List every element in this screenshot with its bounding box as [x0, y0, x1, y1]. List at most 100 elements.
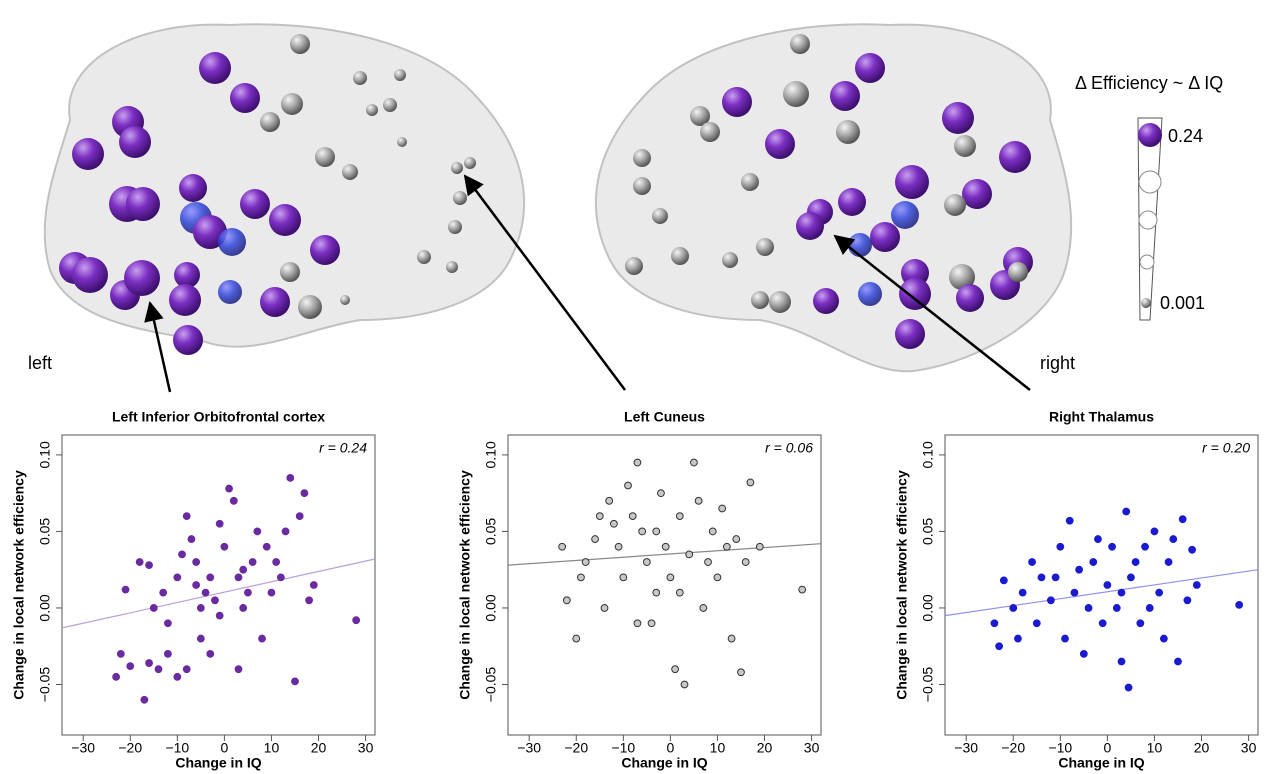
right-brain	[594, 23, 1073, 373]
brain-node	[671, 247, 689, 265]
brain-node	[858, 282, 882, 306]
point	[1164, 558, 1173, 566]
point	[1037, 573, 1046, 582]
point	[1141, 542, 1149, 551]
brain-node	[949, 264, 975, 290]
point	[182, 665, 191, 674]
y-tick-label: −0.05	[37, 667, 53, 703]
arrow	[833, 234, 1031, 391]
point	[272, 558, 281, 566]
trend-line	[944, 569, 1259, 617]
point	[192, 558, 201, 566]
brain-node	[173, 325, 203, 355]
legend-node	[1138, 210, 1158, 230]
y-axis-label: Change in local network efficiency	[894, 470, 910, 700]
brain-node	[722, 252, 738, 268]
point	[737, 668, 745, 677]
point	[239, 565, 248, 574]
point	[201, 588, 210, 597]
point	[699, 604, 708, 612]
point	[291, 677, 299, 686]
brain-node	[453, 191, 467, 205]
point	[1094, 535, 1102, 543]
plot-frame	[507, 434, 822, 736]
brain-node	[340, 295, 350, 305]
point	[995, 642, 1004, 651]
point	[652, 588, 661, 597]
point	[1018, 588, 1027, 597]
brain-node	[633, 177, 651, 195]
brain-node	[942, 102, 974, 134]
brain-node	[269, 204, 301, 236]
brain-node	[899, 278, 931, 310]
point	[164, 619, 172, 628]
brain-node	[838, 188, 866, 216]
point	[614, 542, 623, 551]
point	[628, 512, 637, 521]
brain-node	[199, 52, 231, 84]
point	[300, 489, 309, 498]
x-tick-label: −30	[517, 740, 541, 756]
point	[145, 561, 153, 570]
brain-node	[783, 81, 809, 107]
point	[1061, 634, 1069, 643]
brain-node	[891, 201, 919, 229]
brain-node	[741, 173, 759, 191]
point	[732, 535, 741, 543]
brain-node	[836, 120, 860, 144]
point	[225, 484, 233, 493]
point	[685, 550, 694, 559]
brain-node	[895, 165, 929, 199]
brain-node	[895, 319, 925, 349]
y-tick-label: 0.05	[37, 518, 53, 545]
point	[713, 573, 722, 582]
legend-node	[1139, 254, 1155, 270]
point	[159, 588, 168, 597]
point	[135, 558, 144, 566]
legend-title: Δ Efficiency ~ Δ IQ	[1075, 73, 1223, 93]
point	[281, 527, 290, 536]
point	[1150, 527, 1159, 536]
brain-node	[366, 104, 378, 116]
point	[1169, 535, 1178, 543]
point	[140, 695, 149, 704]
x-axis-label: Change in IQ	[621, 755, 707, 771]
point	[1098, 619, 1107, 628]
point	[229, 496, 238, 505]
legend-node	[1138, 170, 1162, 194]
point	[1075, 565, 1084, 574]
chart-title: Left Inferior Orbitofrontal cortex	[112, 409, 325, 425]
point	[234, 573, 243, 582]
point	[258, 634, 266, 643]
trend-line	[61, 558, 376, 629]
brain-node	[448, 220, 462, 234]
point	[220, 542, 229, 551]
point	[666, 573, 675, 582]
brain-node	[72, 257, 108, 293]
x-tick-label: 0	[666, 740, 674, 756]
brain-node	[240, 189, 270, 219]
brain-node	[813, 288, 839, 314]
point	[600, 604, 609, 612]
brain-node	[769, 291, 791, 313]
point	[1192, 581, 1201, 589]
point	[1065, 516, 1074, 525]
point	[1122, 507, 1131, 516]
point	[1131, 558, 1140, 566]
brain-node	[464, 157, 476, 169]
legend-min: 0.001	[1160, 293, 1205, 313]
brain-node	[999, 141, 1031, 173]
point	[187, 535, 196, 543]
plot-frame	[61, 434, 376, 736]
brain-node	[690, 106, 710, 126]
point	[1174, 657, 1182, 666]
point	[206, 649, 215, 658]
brain-node	[962, 179, 992, 209]
brain-node	[218, 228, 246, 256]
point	[1136, 619, 1145, 628]
point	[1009, 604, 1018, 612]
point	[182, 512, 191, 521]
brain-node	[1008, 262, 1028, 282]
point	[196, 634, 205, 643]
x-tick-label: −10	[1048, 740, 1072, 756]
